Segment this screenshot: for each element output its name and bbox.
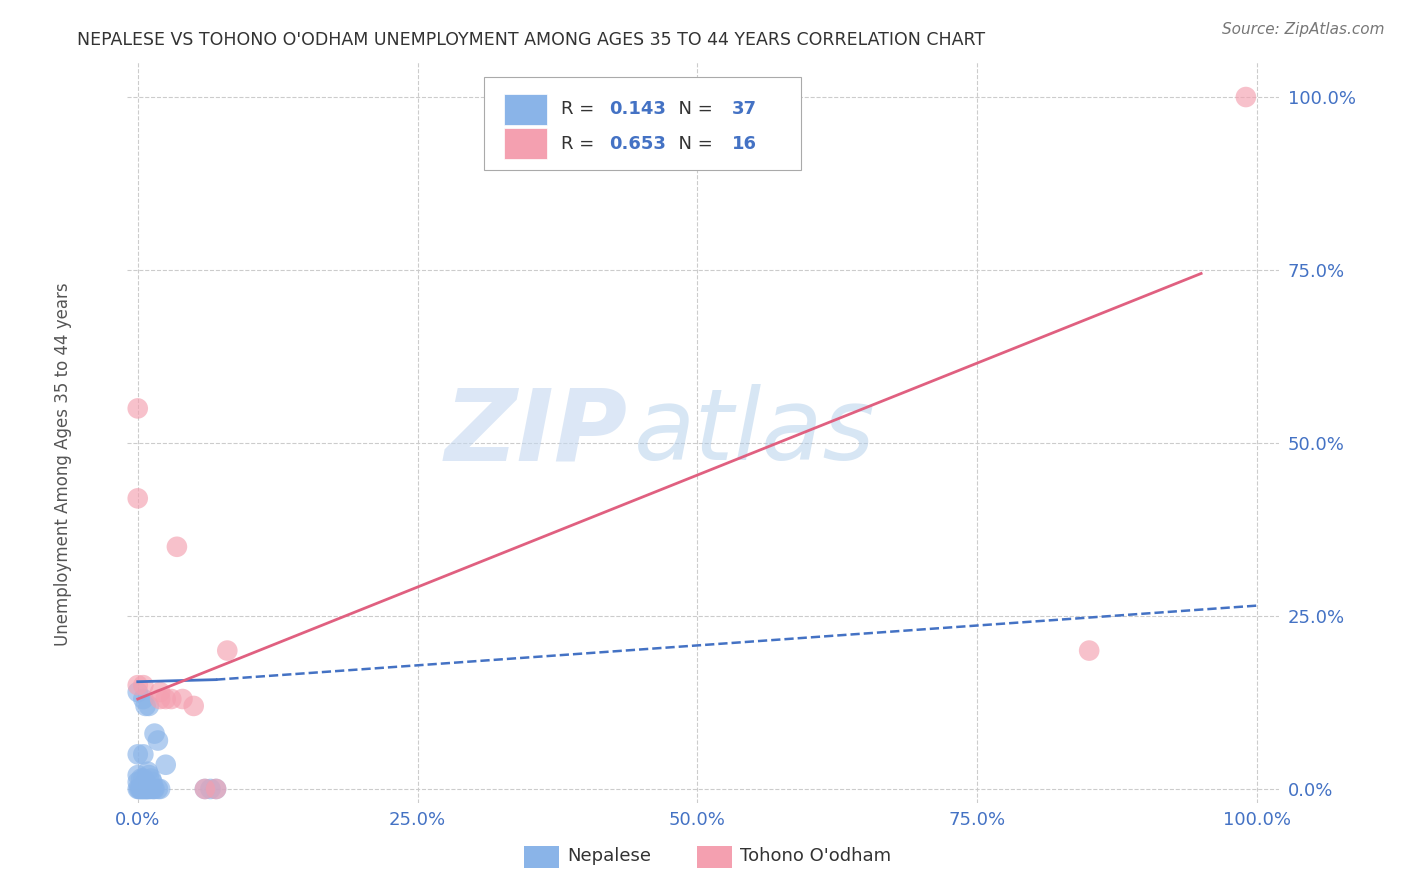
Point (135, 781, 157, 796)
Text: N =: N = (668, 100, 718, 118)
Point (127, 768, 149, 782)
Point (129, 772, 152, 786)
Text: Unemployment Among Ages 35 to 44 years: Unemployment Among Ages 35 to 44 years (55, 282, 72, 646)
Point (142, 781, 165, 796)
Point (131, 781, 153, 796)
Point (155, 692, 177, 706)
Point (143, 726, 166, 740)
FancyBboxPatch shape (484, 78, 801, 169)
Point (132, 772, 155, 786)
Point (135, 698, 157, 713)
Point (149, 685, 172, 699)
Point (194, 781, 217, 796)
Point (217, 643, 239, 657)
Point (194, 781, 217, 796)
Point (128, 781, 150, 796)
Text: Tohono O'odham: Tohono O'odham (740, 847, 891, 865)
Point (138, 698, 160, 713)
Point (155, 757, 177, 772)
Point (127, 781, 149, 796)
Point (146, 733, 169, 747)
Text: ZIP: ZIP (446, 384, 628, 481)
Text: Nepalese: Nepalese (567, 847, 651, 865)
Point (200, 781, 222, 796)
Point (138, 781, 160, 796)
Point (141, 772, 163, 786)
Point (141, 775, 163, 789)
Point (146, 781, 169, 796)
Point (138, 768, 160, 782)
Point (127, 401, 149, 416)
Point (143, 781, 166, 796)
Point (183, 698, 205, 713)
Text: Source: ZipAtlas.com: Source: ZipAtlas.com (1222, 22, 1385, 37)
FancyBboxPatch shape (503, 94, 547, 125)
Point (134, 781, 156, 796)
Text: 37: 37 (731, 100, 756, 118)
Point (149, 781, 172, 796)
Text: R =: R = (561, 100, 600, 118)
Point (205, 781, 228, 796)
Text: N =: N = (668, 135, 718, 153)
Point (172, 692, 194, 706)
Point (205, 781, 228, 796)
Point (132, 781, 155, 796)
Point (149, 692, 172, 706)
Point (127, 747, 149, 762)
Point (127, 678, 149, 692)
Point (132, 678, 155, 692)
Point (132, 692, 155, 706)
Text: 0.653: 0.653 (610, 135, 666, 153)
Point (127, 685, 149, 699)
Point (132, 747, 155, 762)
FancyBboxPatch shape (524, 846, 560, 868)
Point (135, 781, 157, 796)
Text: 0.143: 0.143 (610, 100, 666, 118)
Point (136, 781, 159, 796)
Point (160, 692, 183, 706)
Point (1078, 643, 1101, 657)
Text: NEPALESE VS TOHONO O'ODHAM UNEMPLOYMENT AMONG AGES 35 TO 44 YEARS CORRELATION CH: NEPALESE VS TOHONO O'ODHAM UNEMPLOYMENT … (77, 31, 986, 49)
Point (141, 781, 163, 796)
Point (136, 764, 159, 779)
Point (166, 540, 188, 554)
Point (129, 781, 152, 796)
Point (135, 775, 157, 789)
Point (129, 781, 152, 796)
Point (127, 491, 149, 506)
FancyBboxPatch shape (697, 846, 731, 868)
Point (1234, 90, 1257, 104)
Text: 16: 16 (731, 135, 756, 153)
Text: atlas: atlas (634, 384, 876, 481)
FancyBboxPatch shape (503, 128, 547, 160)
Point (127, 775, 149, 789)
Text: R =: R = (561, 135, 600, 153)
